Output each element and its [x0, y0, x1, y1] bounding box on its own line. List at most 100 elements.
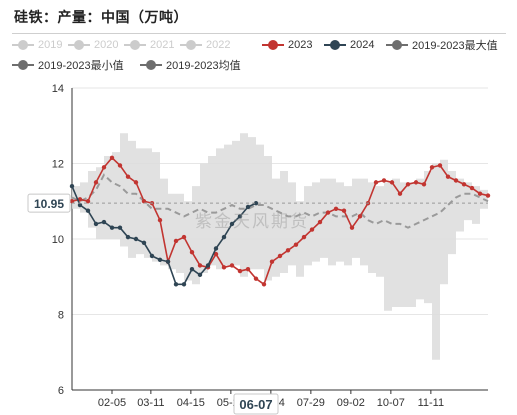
- legend-marker-icon: [68, 39, 90, 51]
- point-2023: [373, 180, 379, 185]
- legend-item-2019-2023最大值[interactable]: 2019-2023最大值: [386, 38, 498, 52]
- legend-item-2019[interactable]: 2019: [12, 38, 62, 52]
- point-2024: [93, 221, 99, 227]
- point-2023: [445, 174, 451, 179]
- point-2023: [317, 219, 323, 225]
- point-2023: [125, 174, 131, 179]
- point-2024: [197, 272, 203, 278]
- y-tick-label: 10: [52, 234, 64, 246]
- legend-marker-icon: [324, 39, 346, 51]
- legend-label: 2021: [150, 39, 175, 51]
- point-2023: [381, 178, 387, 183]
- point-2023: [245, 267, 251, 272]
- point-2023: [293, 242, 299, 247]
- point-2023: [413, 180, 419, 185]
- point-2023: [325, 210, 331, 215]
- point-2024: [165, 259, 171, 264]
- point-2024: [109, 225, 115, 230]
- point-2023: [429, 165, 435, 170]
- x-tick-label: 02-05: [98, 397, 126, 409]
- point-2024: [101, 219, 107, 225]
- point-2023: [437, 163, 443, 168]
- point-2023: [277, 253, 283, 259]
- legend-label: 2019-2023均值: [166, 60, 241, 72]
- point-2023: [253, 276, 259, 281]
- point-2023: [85, 199, 91, 204]
- chart-title: 硅铁：产量：中国（万吨）: [14, 10, 188, 26]
- point-2023: [229, 263, 235, 268]
- x-tick-label: 07-29: [297, 397, 325, 409]
- point-2023: [357, 214, 363, 219]
- point-2023: [189, 250, 195, 255]
- legend-item-2019-2023均值[interactable]: 2019-2023均值: [140, 58, 241, 72]
- point-2023: [181, 234, 187, 240]
- point-2023: [421, 182, 427, 187]
- point-2024: [237, 214, 243, 219]
- legend-label: 2024: [350, 39, 375, 51]
- legend-marker-icon: [386, 39, 408, 51]
- legend-label: 2023: [288, 39, 313, 51]
- point-2024: [77, 202, 83, 208]
- point-2024: [85, 208, 91, 213]
- x-tick-label: 11-11: [418, 397, 445, 409]
- legend-marker-icon: [140, 59, 162, 71]
- y-pointer-label-box: [27, 193, 71, 213]
- point-2023: [485, 193, 491, 198]
- point-2024: [189, 267, 195, 272]
- point-2023: [261, 282, 267, 287]
- legend-item-2024[interactable]: 2024: [324, 38, 374, 52]
- point-2024: [133, 236, 139, 242]
- point-2023: [69, 199, 75, 204]
- point-2024: [213, 246, 219, 251]
- point-2024: [205, 263, 211, 268]
- y-tick-label: 12: [52, 159, 64, 171]
- point-2023: [349, 225, 355, 230]
- point-2023: [173, 238, 179, 244]
- point-2024: [157, 257, 163, 262]
- point-2023: [469, 185, 475, 191]
- point-2024: [117, 225, 123, 230]
- legend-item-2022[interactable]: 2022: [180, 38, 230, 52]
- point-2023: [461, 182, 467, 187]
- band-max-min: [72, 133, 488, 360]
- point-2023: [221, 265, 227, 270]
- legend-label: 2019-2023最小值: [38, 60, 124, 72]
- point-2023: [101, 165, 107, 170]
- point-2024: [245, 204, 251, 210]
- point-2023: [453, 178, 459, 183]
- point-2023: [117, 163, 123, 168]
- legend-marker-icon: [124, 39, 146, 51]
- point-2024: [149, 253, 155, 259]
- series-mean-line: [71, 173, 489, 229]
- y-tick-label: 6: [58, 385, 64, 397]
- point-2024: [229, 221, 235, 227]
- point-2024: [181, 282, 187, 287]
- point-2023: [93, 180, 99, 185]
- point-2023: [213, 251, 219, 257]
- y-pointer-label: 10.95: [34, 197, 64, 211]
- point-2023: [389, 180, 395, 185]
- legend-item-2021[interactable]: 2021: [124, 38, 174, 52]
- point-2024: [141, 240, 147, 245]
- point-2023: [285, 248, 291, 253]
- y-tick-label: 14: [52, 83, 64, 95]
- legend-marker-icon: [262, 39, 284, 51]
- legend-item-2023[interactable]: 2023: [262, 38, 312, 52]
- point-2023: [133, 180, 139, 185]
- x-tick-label: 10-07: [377, 397, 405, 409]
- point-2023: [309, 227, 315, 232]
- legend-item-2020[interactable]: 2020: [68, 38, 118, 52]
- watermark: 紫金天风期货: [195, 212, 309, 232]
- legend-label: 2022: [206, 39, 231, 51]
- point-2024: [125, 234, 131, 240]
- point-2023: [197, 263, 203, 268]
- x-tick-label: 04-15: [177, 397, 205, 409]
- legend-label: 2019-2023最大值: [412, 40, 498, 52]
- title-divider: [12, 33, 506, 34]
- point-2023: [341, 208, 347, 213]
- legend-marker-icon: [12, 39, 34, 51]
- legend-item-2019-2023最小值[interactable]: 2019-2023最小值: [12, 58, 124, 72]
- point-2023: [269, 259, 275, 264]
- point-2023: [397, 191, 403, 196]
